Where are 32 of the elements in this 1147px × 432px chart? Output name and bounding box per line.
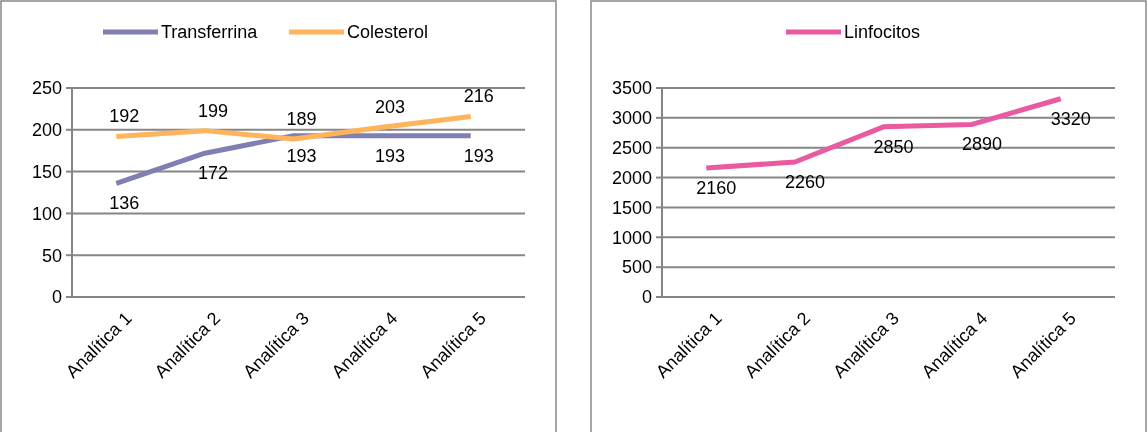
data-label: 193 [286, 145, 317, 166]
y-tick-label: 2500 [611, 138, 652, 159]
data-label: 193 [375, 145, 406, 166]
legend-label: Colesterol [347, 22, 429, 43]
y-tick-label: 150 [31, 161, 62, 182]
y-tick-label: 100 [31, 203, 62, 224]
y-tick-label: 0 [641, 287, 652, 308]
y-tick-label: 1000 [611, 227, 652, 248]
data-label: 2160 [696, 178, 737, 199]
y-tick-label: 250 [31, 78, 62, 99]
y-tick-label: 2000 [611, 167, 652, 188]
data-label: 2260 [784, 172, 825, 193]
data-label: 136 [109, 193, 140, 214]
y-tick-label: 1500 [611, 197, 652, 218]
y-tick-label: 200 [31, 120, 62, 141]
data-label: 2850 [873, 136, 914, 157]
data-label: 192 [109, 106, 140, 127]
y-tick-label: 3000 [611, 108, 652, 129]
y-tick-label: 50 [41, 245, 62, 266]
y-tick-label: 3500 [611, 78, 652, 99]
y-tick-label: 500 [621, 257, 652, 278]
data-label: 203 [375, 97, 406, 118]
data-label: 216 [463, 86, 494, 107]
data-label: 2890 [962, 134, 1003, 155]
data-label: 193 [463, 145, 494, 166]
legend-label: Transferrina [161, 22, 259, 43]
data-label: 199 [197, 100, 228, 121]
data-label: 189 [286, 109, 317, 129]
legend-label: Linfocitos [844, 22, 921, 43]
data-label: 172 [197, 163, 228, 184]
y-tick-label: 0 [51, 287, 62, 308]
data-label: 3320 [1050, 108, 1091, 129]
